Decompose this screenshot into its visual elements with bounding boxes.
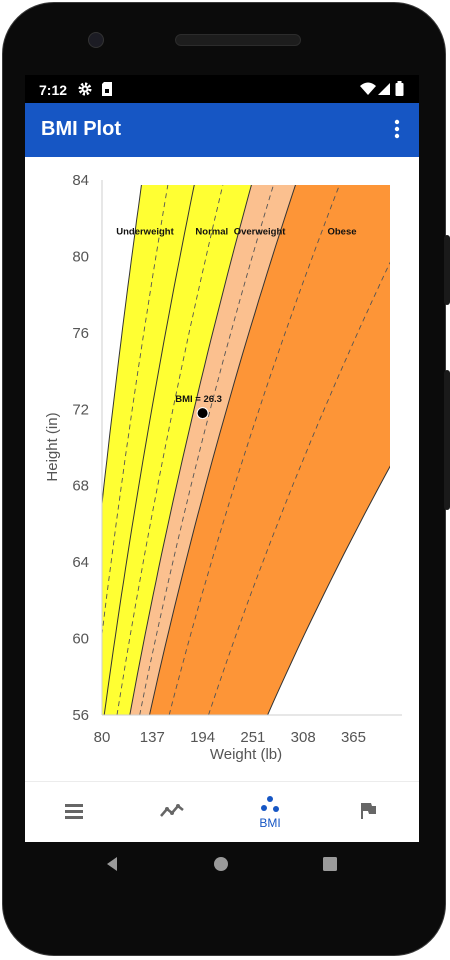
x-tick-label: 137 bbox=[140, 729, 165, 746]
dashed-line-3 bbox=[139, 185, 274, 715]
y-tick-label: 68 bbox=[72, 478, 89, 495]
y-tick-label: 72 bbox=[72, 401, 89, 418]
x-tick-label: 308 bbox=[291, 729, 316, 746]
app-title: BMI Plot bbox=[41, 118, 121, 140]
zone-boundary bbox=[149, 185, 296, 715]
volume-button bbox=[444, 235, 450, 305]
y-tick-label: 84 bbox=[72, 172, 89, 189]
zone-label-overweight: Overweight bbox=[234, 227, 287, 238]
zone-label-normal: Normal bbox=[195, 227, 228, 238]
x-tick-label: 251 bbox=[240, 729, 265, 746]
x-tick-label: 194 bbox=[190, 729, 215, 746]
zone-boundary bbox=[103, 185, 195, 715]
bottom-navigation: BMI bbox=[25, 781, 419, 842]
status-bar: 7:12 bbox=[25, 75, 419, 103]
sim-card-icon bbox=[102, 82, 112, 96]
scatter-plot-icon bbox=[261, 796, 279, 812]
bmi-point-label: BMI = 26.3 bbox=[175, 394, 222, 405]
zone-normal bbox=[104, 185, 252, 715]
nav-item-list[interactable] bbox=[25, 782, 123, 842]
system-navigation-bar bbox=[25, 842, 419, 886]
x-axis-label: Weight (lb) bbox=[210, 746, 282, 763]
y-axis-label: Height (in) bbox=[44, 412, 61, 481]
wifi-icon bbox=[360, 82, 376, 95]
bmi-chart[interactable]: 80 137 194 251 308 365 56 60 64 68 72 76 80 84 Underw… bbox=[25, 157, 419, 781]
nav-item-flag[interactable] bbox=[319, 782, 417, 842]
nav-item-trend[interactable] bbox=[123, 782, 221, 842]
battery-icon bbox=[395, 81, 404, 96]
zone-boundary bbox=[129, 185, 252, 715]
x-tick-label: 80 bbox=[94, 729, 111, 746]
bmi-chart-svg[interactable]: 80 137 194 251 308 365 56 60 64 68 72 76 80 84 Underw… bbox=[25, 157, 419, 781]
zone-boundary bbox=[267, 465, 390, 715]
zone-boundary bbox=[102, 185, 142, 509]
zone-obese bbox=[149, 185, 390, 715]
zone-overweight bbox=[129, 185, 296, 715]
front-camera bbox=[88, 32, 104, 48]
power-button bbox=[444, 370, 450, 510]
overflow-menu-icon[interactable] bbox=[387, 116, 407, 142]
nav-item-bmi[interactable]: BMI bbox=[221, 782, 319, 842]
dashed-line-4 bbox=[168, 185, 340, 715]
y-tick-label: 60 bbox=[72, 631, 89, 648]
zone-label-obese: Obese bbox=[327, 227, 356, 238]
recents-icon[interactable] bbox=[322, 856, 338, 872]
list-icon bbox=[65, 804, 83, 819]
home-icon[interactable] bbox=[213, 856, 229, 872]
dashed-line-1 bbox=[102, 185, 169, 638]
earpiece-speaker bbox=[175, 34, 301, 46]
back-icon[interactable] bbox=[104, 856, 120, 872]
y-tick-label: 80 bbox=[72, 248, 89, 265]
y-tick-label: 56 bbox=[72, 707, 89, 724]
y-tick-label: 76 bbox=[72, 325, 89, 342]
screen: 7:12 BMI Plot bbox=[25, 75, 419, 842]
dashed-line-5 bbox=[208, 261, 390, 715]
zone-label-underweight: Underweight bbox=[116, 227, 174, 238]
dashed-line-2 bbox=[116, 185, 224, 715]
nav-label-bmi: BMI bbox=[259, 816, 281, 830]
x-tick-label: 365 bbox=[341, 729, 366, 746]
cell-signal-icon bbox=[378, 83, 390, 95]
app-bar: BMI Plot bbox=[25, 103, 419, 157]
flag-icon bbox=[361, 803, 376, 819]
bmi-point-marker[interactable] bbox=[196, 407, 209, 420]
y-tick-label: 64 bbox=[72, 554, 89, 571]
zone-underweight bbox=[102, 185, 195, 715]
status-time: 7:12 bbox=[39, 82, 68, 98]
trend-line-icon bbox=[160, 804, 184, 817]
settings-gear-icon bbox=[78, 82, 92, 96]
